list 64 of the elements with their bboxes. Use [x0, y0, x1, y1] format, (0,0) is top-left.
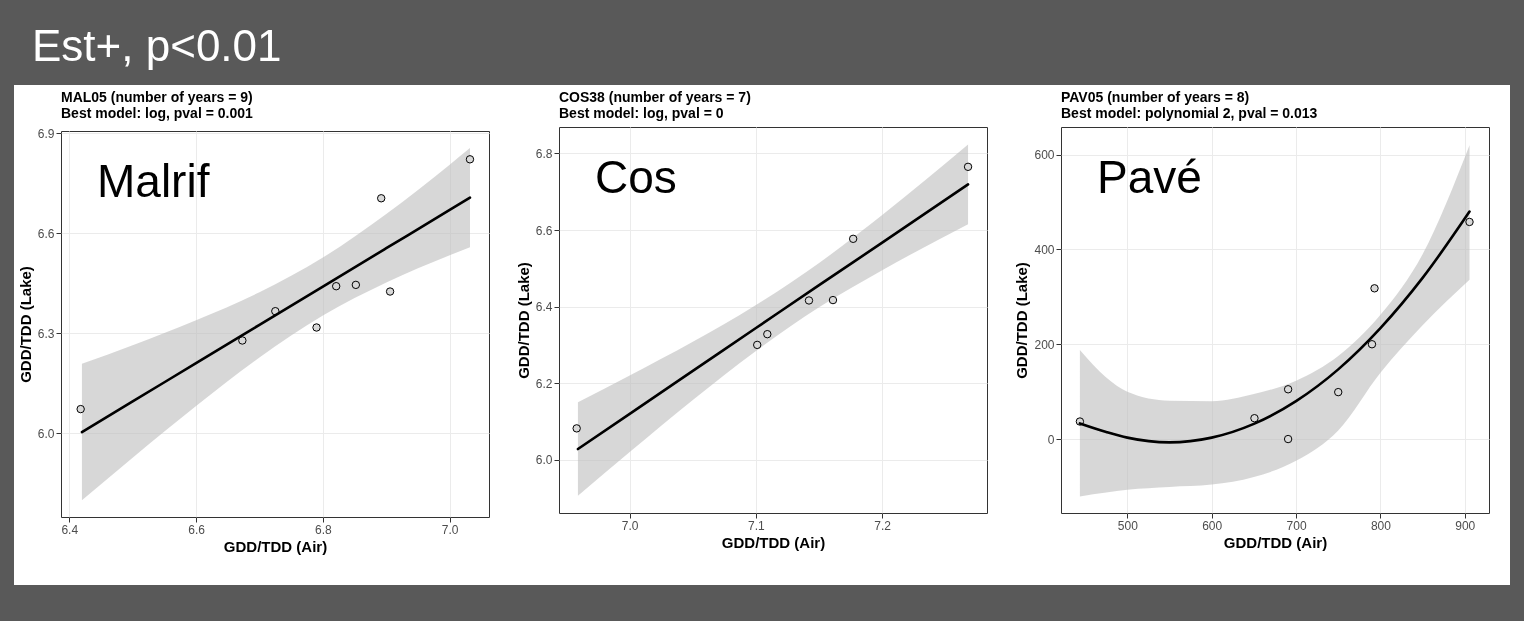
x-tick-label: 7.0: [441, 522, 459, 537]
chart-title: COS38 (number of years = 7): [559, 89, 751, 105]
point: [828, 295, 838, 305]
annotation: Pavé: [1097, 151, 1202, 203]
y-tick-label: 6.6: [37, 226, 55, 241]
point: [312, 323, 321, 332]
x-axis-title: GDD/TDD (Air): [721, 533, 826, 551]
chart-subtitle: Best model: log, pval = 0: [559, 105, 724, 121]
point: [76, 404, 85, 414]
y-tick-label: 6.6: [535, 223, 553, 238]
point: [848, 234, 858, 244]
y-axis-title: GDD/TDD (Lake): [514, 262, 532, 379]
y-axis-title: GDD/TDD (Lake): [16, 266, 34, 383]
y-tick-label: 6.0: [535, 453, 553, 468]
y-tick-label: 400: [1034, 242, 1055, 257]
x-tick-label: 6.4: [61, 522, 79, 537]
x-tick-label: 500: [1117, 518, 1139, 533]
annotation: Cos: [595, 151, 677, 203]
point: [804, 296, 814, 305]
x-axis-title: GDD/TDD (Air): [223, 537, 328, 555]
line-series: [80, 196, 472, 434]
y-tick-label: 6.9: [37, 126, 55, 141]
y-tick-label: 6.4: [535, 300, 553, 315]
point: [465, 155, 475, 164]
point: [1367, 340, 1377, 349]
point: [963, 162, 973, 172]
point: [1250, 413, 1259, 423]
point: [753, 340, 762, 350]
point: [1283, 385, 1293, 394]
y-tick-label: 6.2: [535, 376, 553, 391]
x-tick-label: 6.6: [188, 522, 206, 537]
point: [377, 194, 386, 203]
y-tick-label: 200: [1034, 337, 1055, 352]
x-tick-label: 6.8: [315, 522, 333, 537]
x-tick-label: 700: [1286, 518, 1307, 533]
chart-title: MAL05 (number of years = 9): [61, 89, 253, 106]
annotation: Malrif: [97, 155, 210, 207]
point: [1465, 217, 1474, 227]
x-tick-label: 800: [1370, 518, 1392, 533]
point: [331, 282, 341, 291]
chart-subtitle: Best model: log, pval = 0.001: [61, 105, 253, 122]
chart-title: PAV05 (number of years = 8): [1061, 89, 1250, 105]
y-axis-title: GDD/TDD (Lake): [1013, 262, 1031, 379]
point: [1334, 387, 1343, 397]
x-tick-label: 600: [1202, 518, 1223, 533]
y-tick-label: 6.0: [37, 426, 55, 441]
point: [763, 329, 772, 339]
y-tick-label: 600: [1034, 148, 1055, 163]
y-tick-label: 0: [1047, 432, 1055, 447]
text: Est+, p<0.01: [32, 20, 282, 72]
point: [1283, 434, 1293, 444]
point: [1370, 284, 1379, 293]
point: [385, 287, 395, 296]
point: [572, 424, 581, 433]
chart-subtitle: Best model: polynomial 2, pval = 0.013: [1061, 105, 1318, 121]
x-tick-label: 7.0: [621, 518, 639, 533]
point: [351, 280, 361, 290]
x-axis-title: GDD/TDD (Air): [1223, 533, 1328, 551]
x-tick-label: 7.1: [748, 518, 766, 533]
x-tick-label: 900: [1455, 518, 1476, 533]
point: [238, 336, 247, 345]
x-tick-label: 7.2: [874, 518, 892, 533]
y-tick-label: 6.8: [535, 146, 553, 161]
y-tick-label: 6.3: [37, 326, 55, 341]
